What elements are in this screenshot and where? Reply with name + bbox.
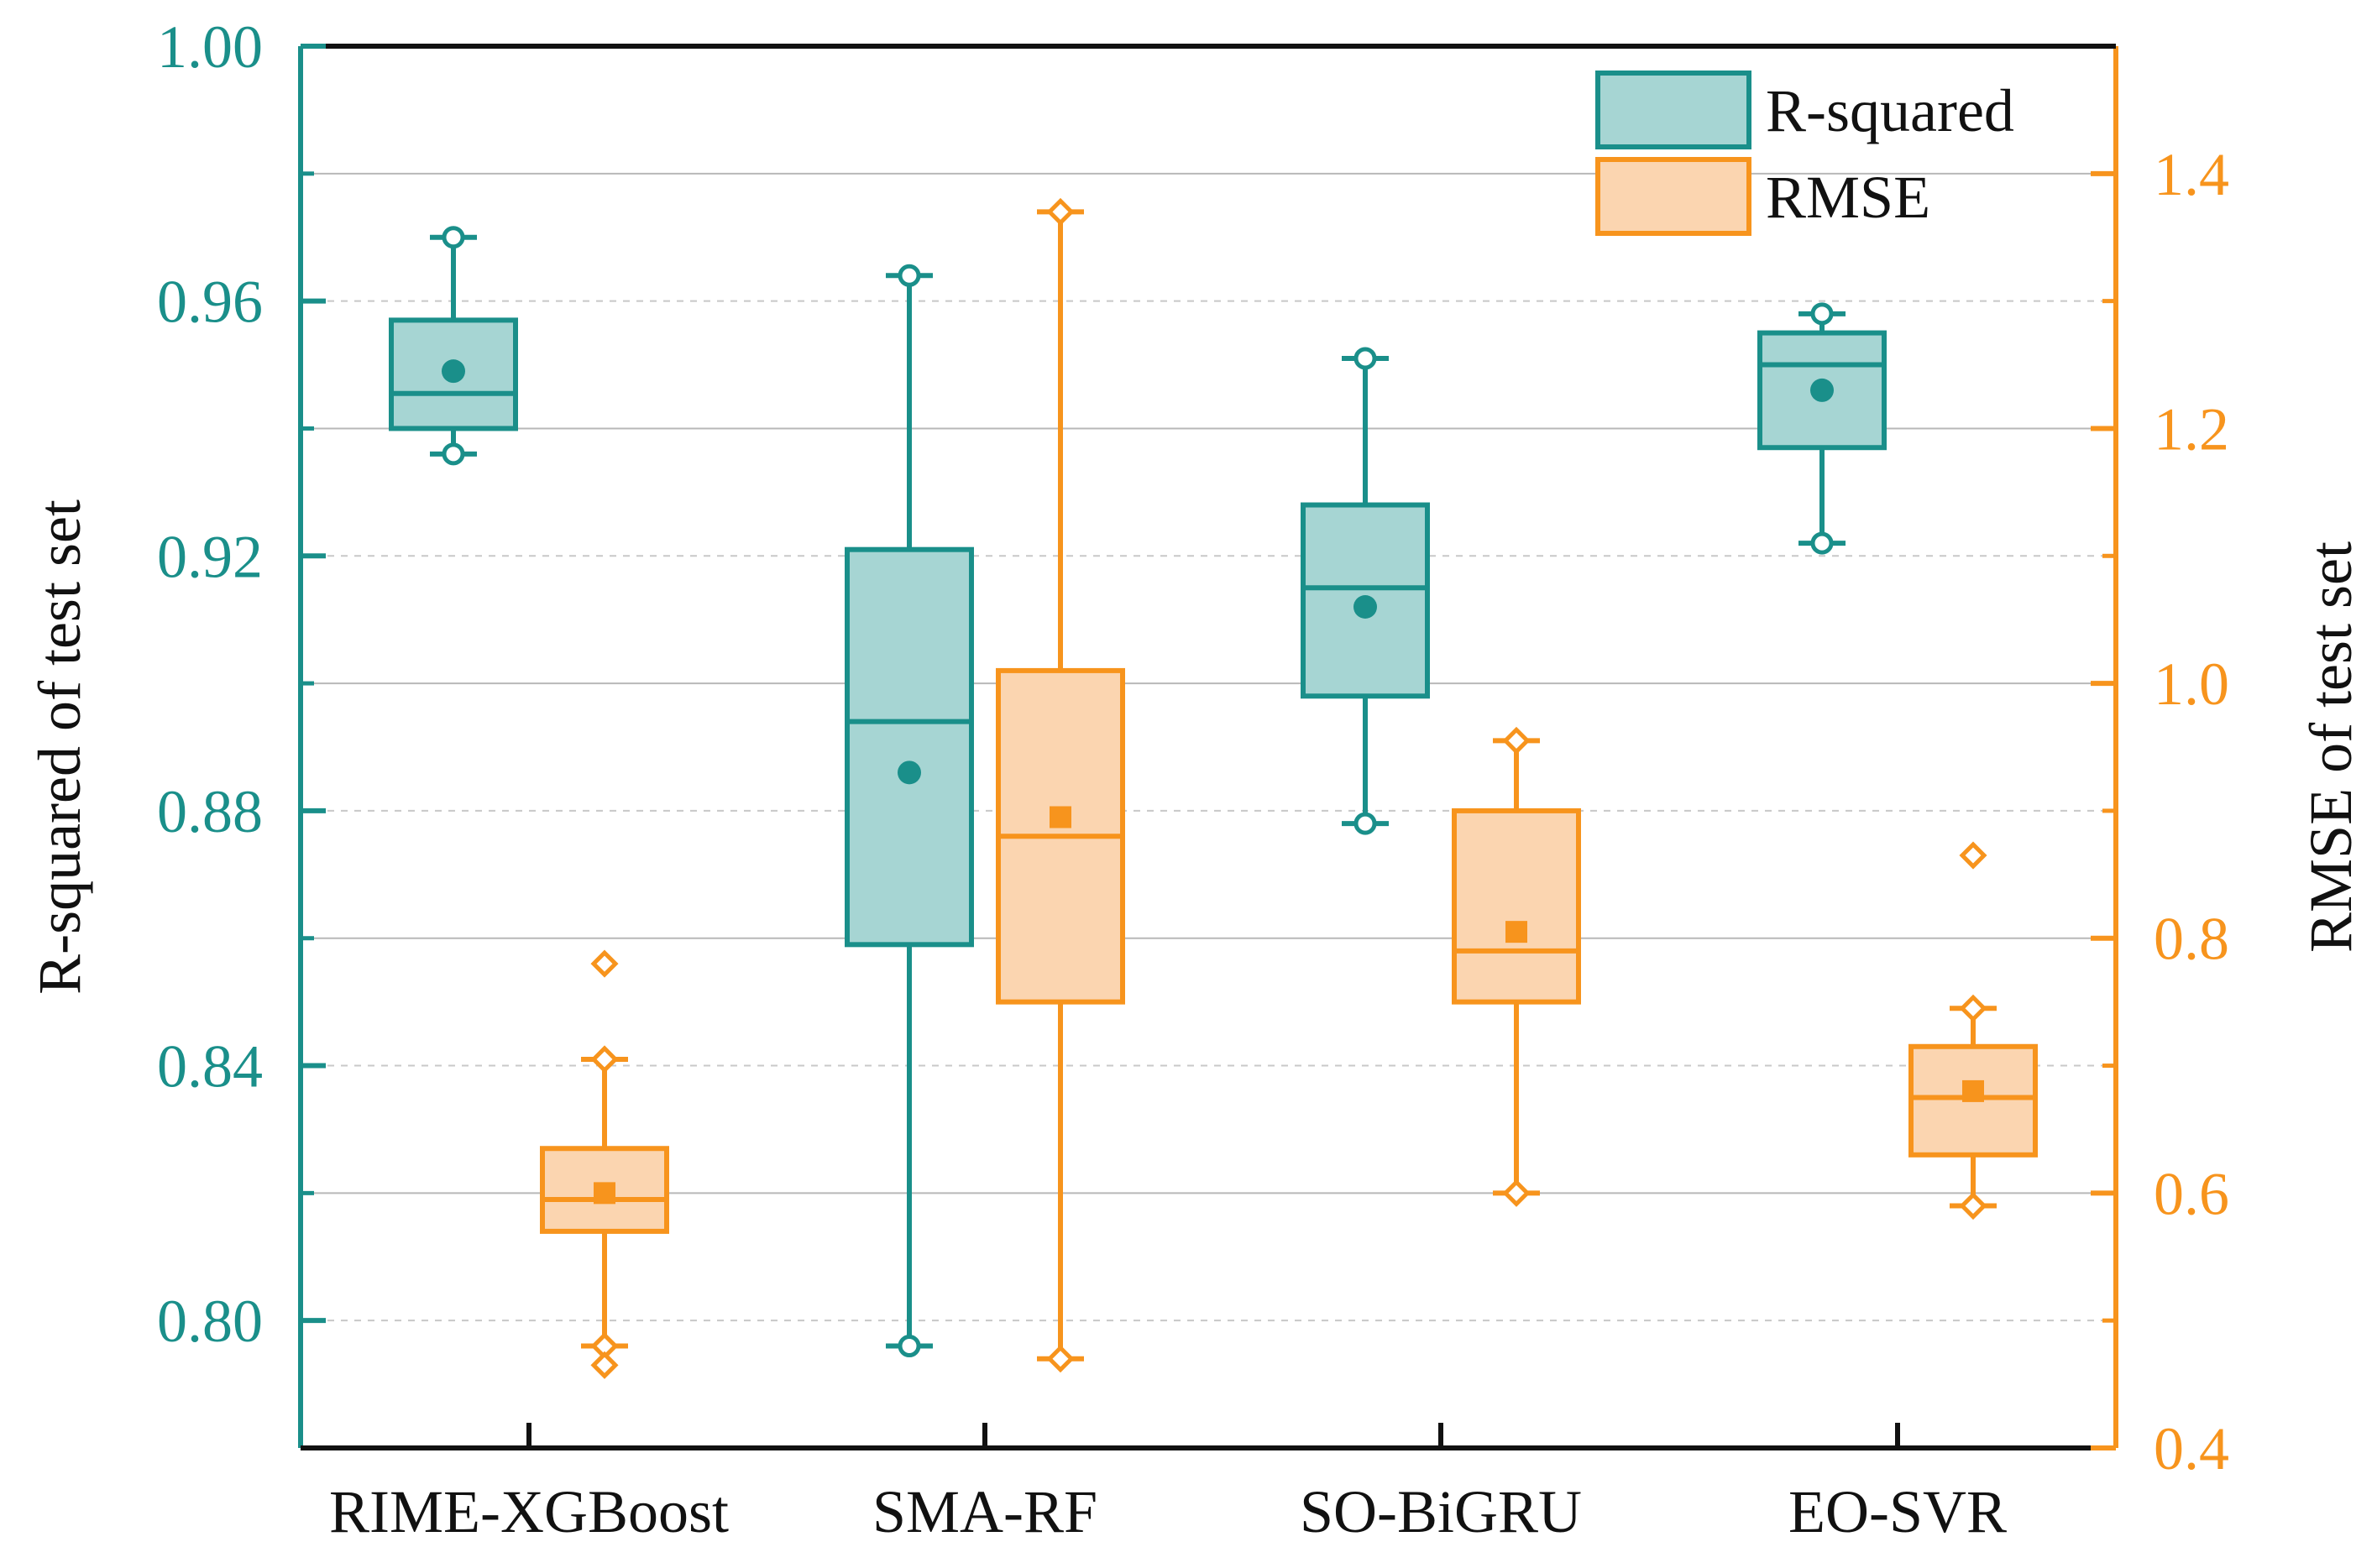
ticks: 0.80 0.84 0.88 0.92 0.96 1.00 0.4 0.6 0.8 1.0 1.2 1… <box>157 13 2229 1545</box>
box-r-squared-eo-svr <box>1757 302 1887 555</box>
mean-marker <box>594 1182 615 1205</box>
min-marker <box>1810 531 1834 555</box>
max-marker <box>1502 726 1531 755</box>
min-marker <box>1353 812 1377 835</box>
left-axis-title: R-squared of test set <box>26 499 93 995</box>
legend-label-rmse: RMSE <box>1766 164 1930 231</box>
legend-label-r-squared: R-squared <box>1766 77 2014 144</box>
x-tick-label: EO-SVR <box>1788 1478 2007 1545</box>
mean-marker <box>1353 595 1377 619</box>
left-tick-label: 0.84 <box>157 1033 263 1100</box>
legend: R-squared RMSE <box>1595 71 2014 236</box>
left-tick-label: 0.80 <box>157 1288 263 1355</box>
max-marker <box>898 264 921 287</box>
box-r-squared-rime-xgboost <box>389 226 518 466</box>
mean-marker <box>1505 921 1527 943</box>
max-marker <box>1810 302 1834 326</box>
box-rmse-so-bigru <box>1452 726 1581 1207</box>
max-marker <box>442 226 465 249</box>
right-tick-label: 1.2 <box>2154 395 2229 463</box>
box-rmse-sma-rf <box>996 197 1125 1373</box>
max-marker <box>590 1045 619 1074</box>
box-rmse-eo-svr <box>1908 841 2038 1220</box>
min-marker <box>1502 1179 1531 1207</box>
iqr-box <box>1452 808 1581 1005</box>
left-tick-label: 0.88 <box>157 778 263 845</box>
legend-swatch-r-squared <box>1595 71 1751 149</box>
max-marker <box>1353 347 1377 370</box>
left-tick-label: 1.00 <box>157 13 263 81</box>
axes <box>298 44 2118 1450</box>
mean-marker <box>898 760 921 785</box>
max-marker <box>1046 197 1075 226</box>
mean-marker <box>1810 378 1834 402</box>
right-axis-title: RMSE of test set <box>2297 541 2364 953</box>
outlier-marker <box>590 1351 619 1379</box>
x-tick-label: RIME-XGBoost <box>329 1478 729 1545</box>
x-tick-label: SMA-RF <box>872 1478 1097 1545</box>
left-tick-label: 0.96 <box>157 269 263 336</box>
mean-marker <box>1962 1079 1984 1102</box>
outlier-marker <box>590 949 619 978</box>
min-marker <box>1046 1345 1075 1373</box>
outlier-marker <box>1959 841 1987 870</box>
iqr-box <box>389 317 518 431</box>
right-tick-label: 1.4 <box>2154 141 2229 208</box>
box-r-squared-so-bigru <box>1301 347 1430 835</box>
right-tick-label: 0.8 <box>2154 906 2229 973</box>
left-tick-label: 0.92 <box>157 523 263 590</box>
box-plots <box>389 197 2038 1379</box>
min-marker <box>898 1335 921 1358</box>
min-marker <box>442 442 465 466</box>
right-tick-label: 1.0 <box>2154 651 2229 718</box>
right-tick-label: 0.6 <box>2154 1160 2229 1227</box>
right-tick-label: 0.4 <box>2154 1415 2229 1482</box>
mean-marker <box>1050 806 1071 828</box>
min-marker <box>1959 1192 1987 1220</box>
max-marker <box>1959 994 1987 1022</box>
legend-swatch-rmse <box>1595 157 1751 236</box>
box-r-squared-sma-rf <box>845 264 974 1358</box>
iqr-box <box>845 546 974 948</box>
x-tick-label: SO-BiGRU <box>1300 1478 1582 1545</box>
mean-marker <box>442 359 465 384</box>
box-rmse-rime-xgboost <box>540 949 669 1379</box>
iqr-box <box>1757 330 1887 451</box>
